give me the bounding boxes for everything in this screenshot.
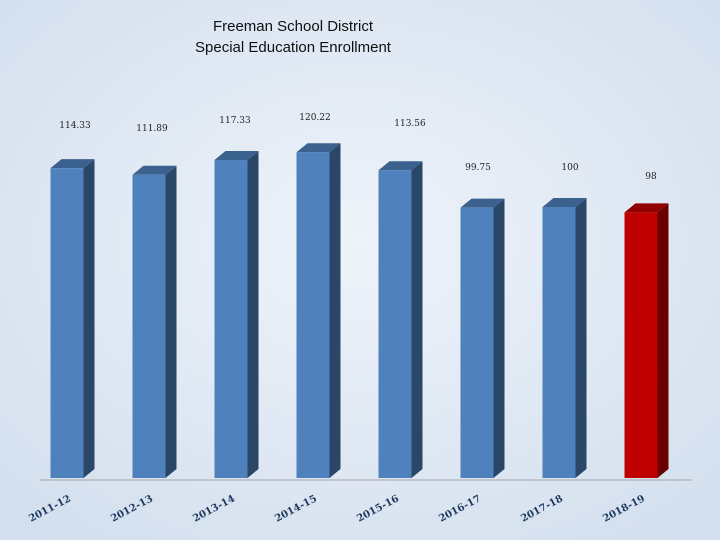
bar-side: [575, 198, 587, 478]
bar-top: [50, 159, 95, 169]
bar-side: [329, 143, 341, 478]
value-label: 100: [561, 163, 578, 173]
chart-title: Freeman School District: [213, 18, 374, 35]
bar: [378, 170, 412, 479]
bar: [542, 207, 576, 478]
bar-top: [378, 161, 423, 171]
bar: [624, 212, 658, 479]
value-label: 98: [645, 172, 657, 182]
bar-side: [411, 161, 423, 479]
bar-side: [165, 165, 177, 478]
bar-top: [296, 143, 341, 153]
bar-top: [624, 203, 669, 213]
value-label: 99.75: [465, 163, 491, 173]
bar: [296, 152, 330, 478]
bar-side: [493, 198, 505, 479]
value-label: 113.56: [394, 119, 426, 129]
bar-top: [132, 165, 177, 175]
value-label: 117.33: [219, 116, 251, 126]
bar: [460, 207, 494, 479]
bar-side: [657, 203, 669, 479]
bar: [214, 160, 248, 478]
bar: [50, 168, 84, 478]
value-label: 111.89: [136, 124, 168, 134]
bar-side: [247, 151, 259, 478]
value-label: 114.33: [59, 121, 91, 131]
value-label: 120.22: [299, 113, 331, 123]
bar-top: [214, 151, 259, 161]
bar-top: [460, 198, 505, 208]
bar-side: [83, 159, 95, 478]
bar-top: [542, 198, 587, 207]
bar: [132, 174, 166, 478]
chart-subtitle: Special Education Enrollment: [195, 39, 392, 56]
